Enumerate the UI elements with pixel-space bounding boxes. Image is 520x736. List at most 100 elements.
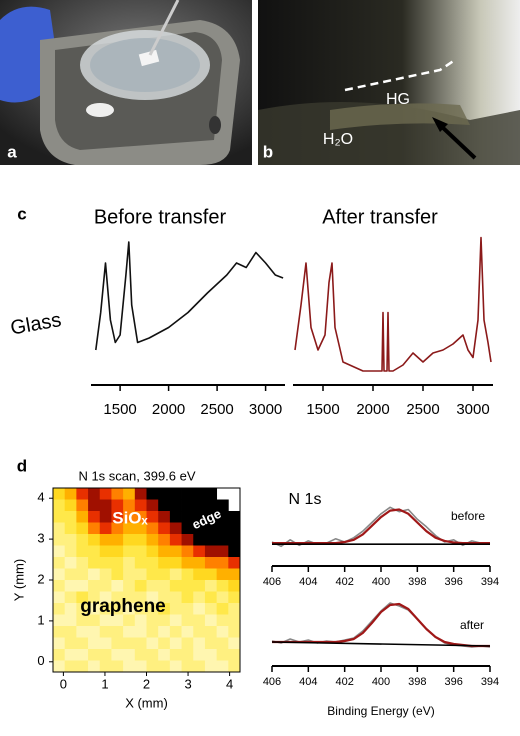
heat-cell (99, 568, 112, 581)
heat-cell (228, 614, 241, 627)
heat-cell (64, 591, 77, 604)
heat-cell (99, 603, 112, 615)
heat-cell (123, 511, 136, 523)
heat-cell (76, 522, 89, 535)
x-tick-label: 406 (263, 576, 281, 588)
x-tick-label: 402 (335, 576, 353, 588)
heat-cell (169, 580, 182, 592)
heat-cell (88, 660, 101, 673)
annotation: N 1s (289, 491, 322, 508)
heat-cell (76, 499, 89, 512)
heat-cell (204, 545, 218, 558)
x-tick-label: 4 (226, 676, 233, 691)
heat-cell (146, 557, 159, 569)
heat-cell (123, 488, 136, 500)
heat-cell (64, 511, 77, 523)
heat-cell (53, 660, 66, 673)
heat-cell (99, 637, 112, 650)
heat-cell (64, 603, 77, 615)
heat-cell (193, 545, 206, 558)
heat-cell (99, 545, 112, 558)
heat-cell (134, 580, 147, 592)
heat-cell (99, 488, 112, 500)
heat-cell (99, 614, 112, 627)
heat-cell (216, 557, 229, 569)
heat-cell (76, 660, 89, 673)
heat-cell (76, 603, 89, 615)
x-tick-label: 404 (299, 576, 317, 588)
heat-cell (228, 534, 241, 546)
x-label: Binding Energy (eV) (327, 704, 434, 718)
heat-cell (193, 591, 206, 604)
heat-cell (146, 580, 159, 592)
heat-cell (123, 499, 136, 512)
heat-cell (53, 603, 66, 615)
heat-cell (88, 568, 101, 581)
panel-label: d (17, 456, 27, 475)
heat-cell (193, 603, 206, 615)
heat-cell (169, 499, 182, 512)
x-tick-label: 3000 (456, 401, 489, 418)
heat-cell (64, 580, 77, 592)
heat-cell (181, 637, 194, 650)
heat-cell (216, 660, 229, 673)
x-tick-label: 1 (101, 676, 108, 691)
heat-cell (193, 637, 206, 650)
heat-cell (169, 660, 182, 673)
heat-cell (146, 603, 159, 615)
panel-label: a (7, 142, 17, 161)
heat-cell (88, 499, 101, 512)
heat-cell (134, 637, 147, 650)
x-tick-label: 396 (444, 676, 462, 688)
heat-cell (53, 591, 66, 604)
heat-cell (123, 660, 136, 673)
heat-cell (134, 557, 147, 569)
x-label: X (mm) (125, 695, 168, 710)
heat-cell (123, 557, 136, 569)
series-line (272, 508, 490, 545)
heat-cell (123, 580, 136, 592)
heat-cell (228, 626, 241, 638)
heat-cell (169, 511, 182, 523)
heat-cell (53, 534, 66, 546)
heat-cell (158, 614, 171, 627)
heat-cell (134, 660, 147, 673)
heat-cell (88, 591, 101, 604)
heat-cell (88, 649, 101, 661)
heat-cell (181, 545, 194, 558)
heat-cell (53, 488, 66, 500)
heat-cell (228, 580, 241, 592)
heat-cell (111, 568, 124, 581)
heat-cell (204, 580, 218, 592)
heat-cell (216, 626, 229, 638)
heat-cell (111, 488, 124, 500)
heat-cell (99, 649, 112, 661)
x-tick-label: 3000 (249, 401, 282, 418)
heat-cell (204, 603, 218, 615)
panel-label: c (17, 204, 26, 223)
heat-cell (158, 603, 171, 615)
heat-cell (53, 626, 66, 638)
heat-cell (134, 649, 147, 661)
heat-cell (99, 580, 112, 592)
heat-cell (169, 591, 182, 604)
heat-cell (228, 522, 241, 535)
heat-cell (64, 614, 77, 627)
heat-cell (76, 626, 89, 638)
heat-cell (204, 626, 218, 638)
heat-cell (88, 522, 101, 535)
heat-cell (228, 649, 241, 661)
annotation: before (451, 509, 485, 523)
heat-cell (181, 580, 194, 592)
heat-cell (204, 637, 218, 650)
heat-cell (134, 626, 147, 638)
heat-cell (181, 626, 194, 638)
heat-cell (88, 511, 101, 523)
heat-cell (169, 522, 182, 535)
heat-cell (204, 499, 218, 512)
heat-cell (53, 649, 66, 661)
heat-cell (134, 522, 147, 535)
x-tick-label: 1500 (306, 401, 339, 418)
heat-cell (88, 545, 101, 558)
